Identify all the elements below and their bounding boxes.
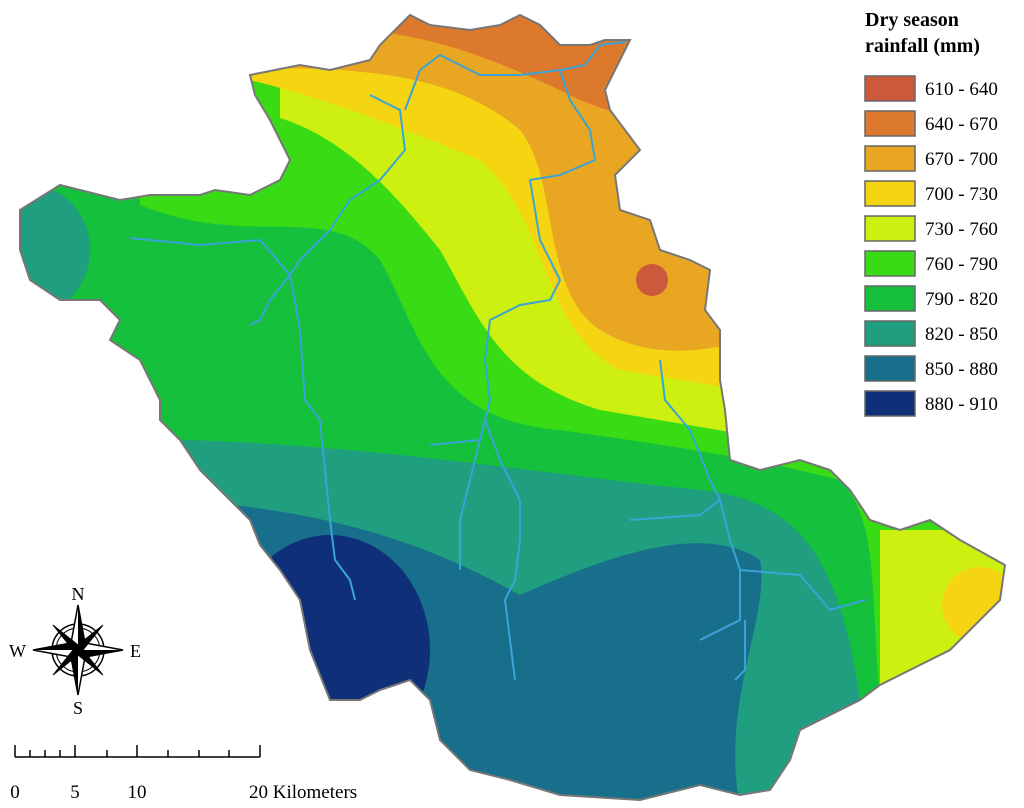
zone	[20, 185, 90, 315]
river	[734, 620, 746, 681]
compass-label: E	[130, 641, 141, 661]
legend-swatch	[864, 145, 916, 172]
legend-swatch	[864, 285, 916, 312]
river	[129, 237, 356, 601]
compass: N S E W	[9, 584, 141, 718]
legend-label: 700 - 730	[925, 184, 998, 205]
legend-label: 880 - 910	[925, 394, 998, 415]
rivers	[129, 41, 866, 681]
legend-swatch	[864, 355, 916, 382]
legend-label: 850 - 880	[925, 359, 998, 380]
river	[404, 41, 626, 111]
legend-swatch	[864, 215, 916, 242]
scale-label: 0	[10, 782, 20, 803]
legend-label: 790 - 820	[925, 289, 998, 310]
legend-label: 610 - 640	[925, 79, 998, 100]
legend-swatch	[864, 250, 916, 277]
legend-label: 670 - 700	[925, 149, 998, 170]
legend-label: 820 - 850	[925, 324, 998, 345]
legend-title: Dry season	[865, 9, 959, 31]
legend-label: 730 - 760	[925, 219, 998, 240]
river	[249, 274, 291, 326]
compass-label: S	[73, 698, 83, 718]
legend-label: 640 - 670	[925, 114, 998, 135]
legend-label: 760 - 790	[925, 254, 998, 275]
legend-swatch	[864, 75, 916, 102]
zone	[942, 567, 1005, 643]
scale-label: 10	[128, 782, 147, 803]
compass-label: W	[9, 641, 26, 661]
region-outline	[19, 13, 1007, 802]
scale-bar: 0 5 10 20 Kilometers	[10, 745, 357, 803]
zone	[636, 264, 668, 296]
legend-swatch	[864, 390, 916, 417]
river	[629, 498, 741, 641]
river	[289, 94, 407, 276]
legend: Dry season rainfall (mm) 610 - 640 640 - …	[864, 9, 998, 417]
river	[659, 359, 721, 501]
legend-swatch	[864, 320, 916, 347]
river	[459, 439, 481, 570]
scale-label: 20 Kilometers	[249, 782, 357, 803]
legend-swatch	[864, 180, 916, 207]
legend-title: rainfall (mm)	[865, 35, 980, 57]
scale-label: 5	[70, 782, 80, 803]
river	[739, 569, 866, 612]
legend-swatch	[864, 110, 916, 137]
zone	[230, 535, 430, 765]
compass-label: N	[72, 584, 85, 604]
river	[429, 69, 597, 446]
river	[484, 419, 521, 681]
